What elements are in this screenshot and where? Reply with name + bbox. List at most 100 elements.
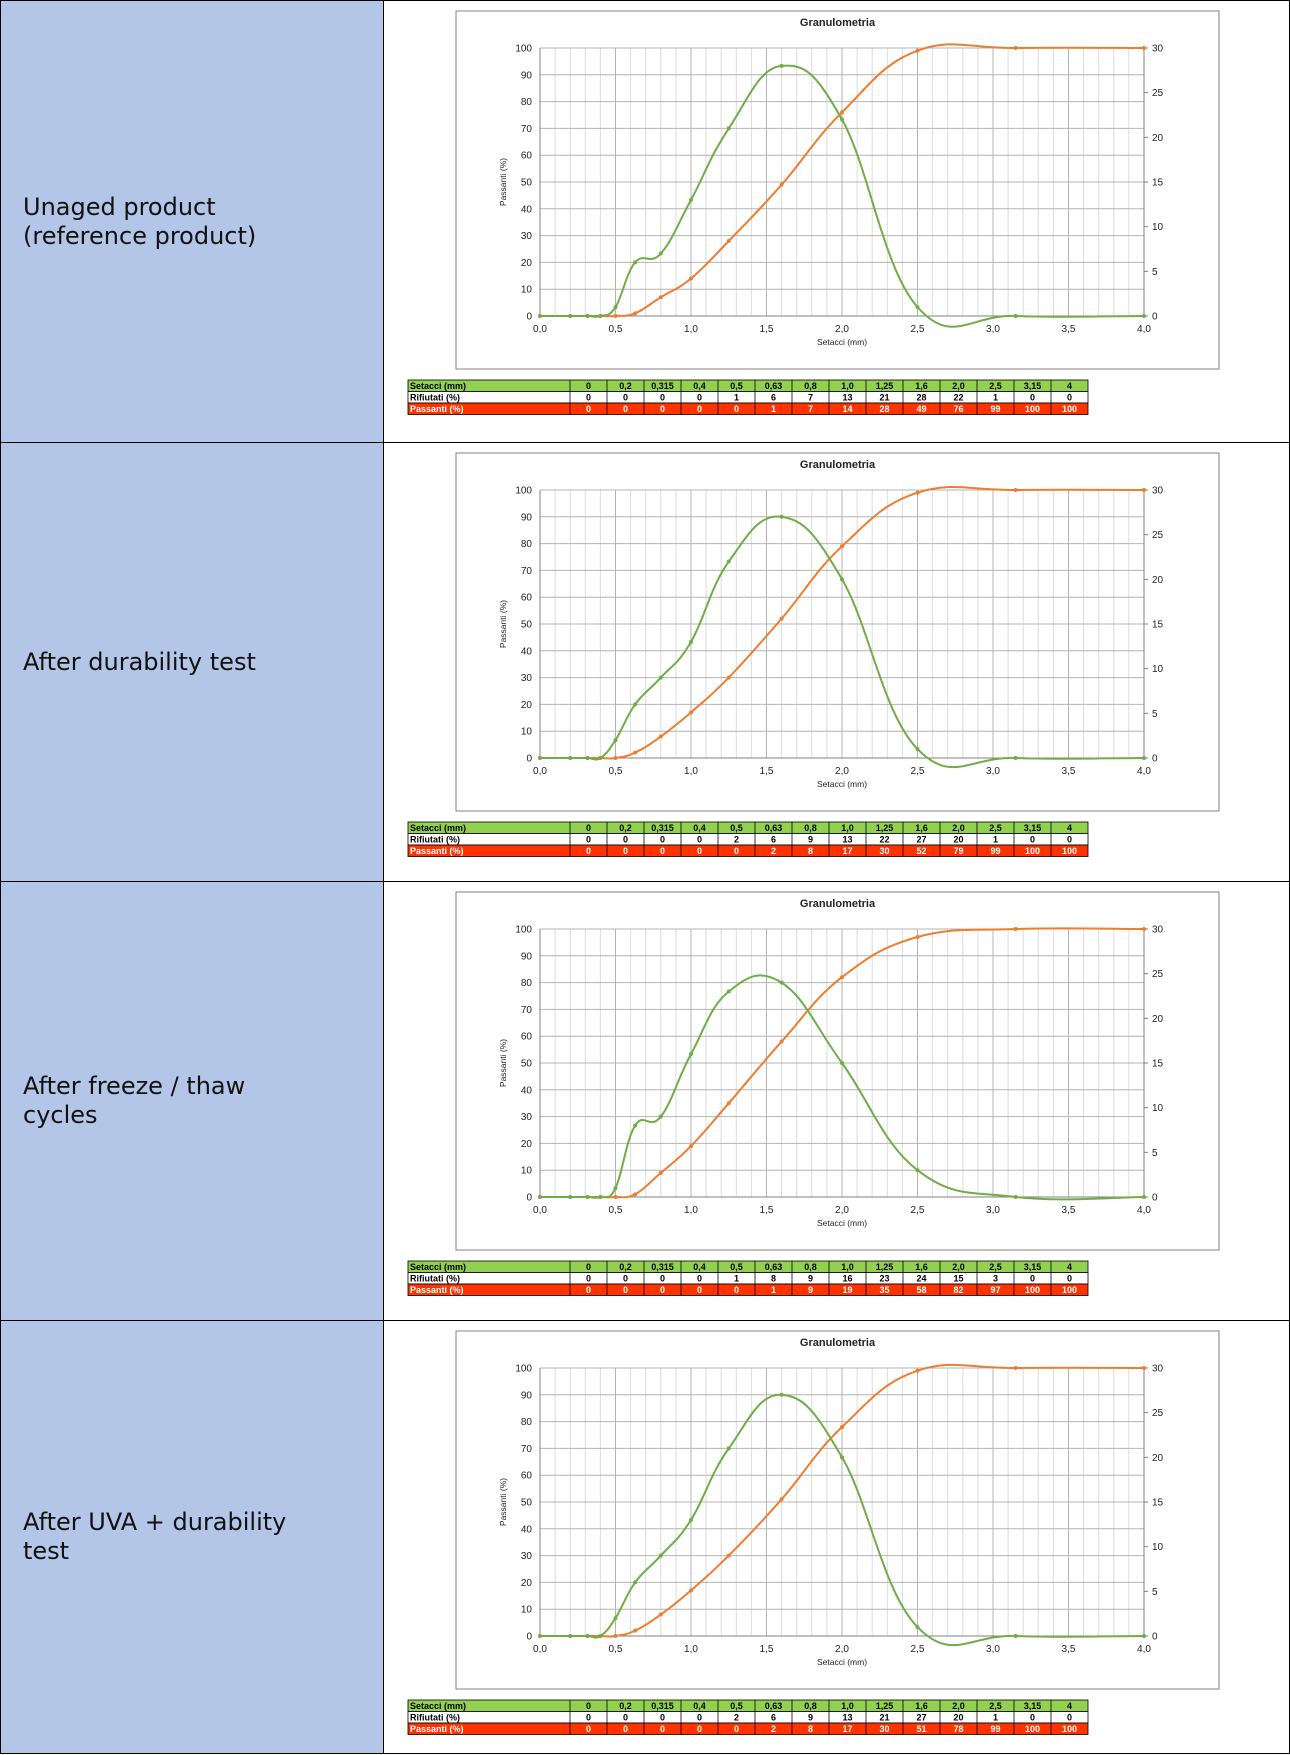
y2-tick-label: 15 [1152, 1498, 1164, 1509]
retained-cell: 0 [660, 393, 665, 403]
retained-cell: 0 [623, 835, 628, 845]
passing-point [658, 295, 663, 300]
x-tick-label: 4,0 [1137, 766, 1151, 777]
y2-tick-label: 10 [1152, 1542, 1164, 1553]
y-tick-label: 10 [521, 1166, 533, 1177]
x-tick-label: 3,5 [1062, 1644, 1076, 1655]
retained-row-bg [407, 1711, 1089, 1724]
retained-cell: 9 [808, 1274, 813, 1284]
retained-point [585, 756, 590, 760]
retained-cell: 0 [623, 1274, 628, 1284]
retained-point [915, 1625, 920, 1630]
passing-point [689, 1588, 693, 1593]
passing-cell: 52 [916, 846, 926, 856]
y-tick-label: 100 [515, 486, 532, 497]
passing-cell: 0 [660, 846, 665, 856]
chart-frame [455, 452, 1220, 812]
retained-cell: 0 [1067, 1274, 1072, 1284]
chart-cell: 0,0 0,5 1,0 1,5 2,0 2,5 3,0 3,5 4,0 0 10 20 30 40 50 60… [384, 0, 1290, 443]
passing-point [613, 314, 618, 318]
x-tick-label: 1,0 [684, 324, 698, 335]
retained-point [689, 639, 693, 644]
passing-row-bg [407, 844, 1089, 857]
sieve-cell: 1,25 [876, 1262, 894, 1272]
x-tick-label: 2,5 [911, 1644, 925, 1655]
passing-cell: 0 [697, 846, 702, 856]
y-tick-label: 0 [526, 1632, 532, 1643]
passing-point [726, 1553, 731, 1558]
passing-point [689, 1144, 693, 1149]
x-tick-label: 3,0 [986, 1644, 1000, 1655]
passing-row-header: Passanti (%) [410, 846, 464, 856]
chart-title: Granulometria [800, 1337, 876, 1349]
retained-point [1013, 1634, 1018, 1638]
x-tick-label: 0,5 [609, 1205, 623, 1216]
x-tick-label: 1,5 [760, 1644, 774, 1655]
y-tick-label: 70 [521, 566, 533, 577]
sieve-cell: 0,5 [730, 381, 743, 391]
passing-cell: 99 [990, 404, 1000, 414]
retained-point [726, 989, 731, 994]
retained-cell: 13 [842, 393, 852, 403]
granulometry-chart: 0,0 0,5 1,0 1,5 2,0 2,5 3,0 3,5 4,00102030405060… [407, 10, 1220, 415]
sieve-row-header: Setacci (mm) [410, 1262, 466, 1272]
x-tick-label: 1,0 [684, 1644, 698, 1655]
y-tick-label: 100 [515, 1364, 532, 1375]
y-tick-label: 90 [521, 512, 533, 523]
retained-cell: 0 [697, 835, 702, 845]
sieve-row-bg [407, 1260, 1089, 1273]
row-label-cell: After durability test [0, 442, 384, 882]
chart-title: Granulometria [800, 459, 876, 471]
passing-cell: 8 [808, 846, 813, 856]
retained-point [568, 314, 573, 318]
y2-tick-label: 0 [1152, 754, 1158, 765]
retained-point [598, 1634, 603, 1638]
y2-tick-label: 5 [1152, 709, 1158, 720]
x-tick-label: 3,0 [986, 1205, 1000, 1216]
sieve-row-bg [407, 379, 1089, 392]
sieve-cell: 2,5 [989, 381, 1002, 391]
passing-cell: 0 [734, 1724, 739, 1734]
y2-tick-label: 15 [1152, 178, 1164, 189]
passing-cell: 0 [623, 1285, 628, 1295]
passing-cell: 58 [916, 1285, 926, 1295]
passing-point [613, 1634, 618, 1638]
y-tick-label: 50 [521, 178, 533, 189]
retained-point [598, 1195, 603, 1199]
y2-tick-label: 25 [1152, 969, 1164, 980]
retained-point [568, 756, 573, 760]
chart-frame [455, 1330, 1220, 1690]
x-axis-title: Setacci (mm) [817, 337, 867, 347]
y2-tick-label: 0 [1152, 1193, 1158, 1204]
retained-cell: 13 [842, 835, 852, 845]
retained-cell: 1 [734, 393, 739, 403]
passing-cell: 99 [990, 846, 1000, 856]
y-tick-label: 60 [521, 151, 533, 162]
x-tick-label: 2,5 [911, 324, 925, 335]
passing-point [1013, 488, 1018, 492]
retained-cell: 23 [879, 1274, 889, 1284]
table-row: After UVA + durability test 0,0 0,5 1,0 1,5… [0, 1320, 1290, 1754]
retained-point [1013, 314, 1018, 318]
passing-cell: 30 [879, 1724, 889, 1734]
retained-cell: 0 [660, 1274, 665, 1284]
retained-cell: 0 [623, 1713, 628, 1723]
chart-title: Granulometria [800, 898, 876, 910]
sieve-cell: 0,8 [804, 823, 817, 833]
sieve-cell: 1,0 [841, 823, 854, 833]
x-tick-label: 4,0 [1137, 324, 1151, 335]
retained-row-header: Rifiutati (%) [410, 393, 460, 403]
y2-tick-label: 25 [1152, 530, 1164, 541]
sieve-cell: 0,2 [619, 823, 632, 833]
sieve-cell: 0 [586, 381, 591, 391]
retained-row-bg [407, 833, 1089, 846]
sieve-cell: 1,6 [915, 823, 928, 833]
y-tick-label: 0 [526, 312, 532, 323]
chart-frame [455, 10, 1220, 370]
x-tick-label: 4,0 [1137, 1205, 1151, 1216]
retained-cell: 0 [1030, 835, 1035, 845]
y2-tick-label: 10 [1152, 1103, 1164, 1114]
passing-cell: 19 [842, 1285, 852, 1295]
retained-cell: 0 [1030, 393, 1035, 403]
passing-point [840, 544, 844, 549]
